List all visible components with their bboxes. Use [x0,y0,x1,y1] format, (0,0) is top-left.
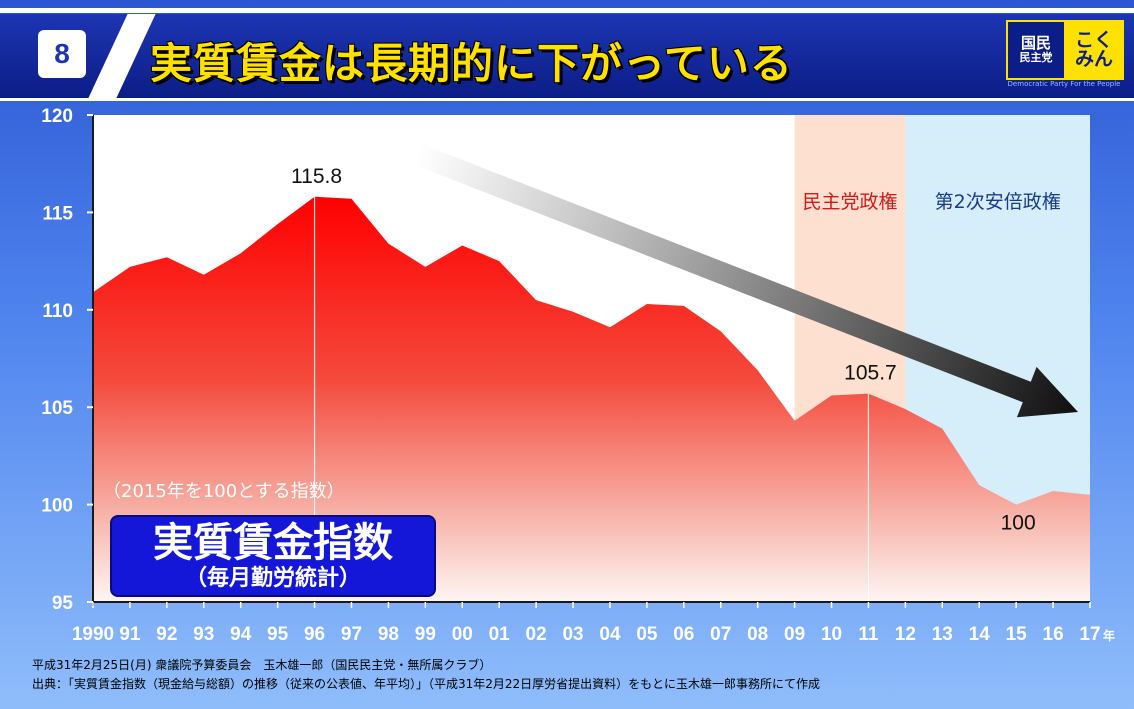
x-tick-label-17: 17 [1079,624,1100,645]
x-tick-label-03: 03 [562,624,583,645]
wage-index-area [93,196,1090,603]
x-tick-label-98: 98 [378,624,399,645]
data-point-01 [498,260,501,263]
footer-line-1: 平成31年2月25日(月) 衆議院予算委員会 玉木雄一郎（国民民主党・無所属クラ… [32,658,492,672]
annotation-label-1: 105.7 [844,362,897,385]
logo-right-line1: こく [1074,29,1113,51]
y-tick-label-115: 115 [42,203,73,224]
y-tick-label-100: 100 [41,496,73,517]
x-tick-label-97: 97 [341,624,362,645]
data-point-17 [1089,493,1092,496]
y-tick-label-105: 105 [41,398,73,419]
x-tick-label-07: 07 [710,624,731,645]
data-point-10 [830,394,833,397]
x-tick-label-93: 93 [193,624,214,645]
data-point-15 [1015,503,1018,506]
title-top-stripe [0,8,1134,13]
data-point-05 [645,302,648,305]
data-point-95 [276,223,279,226]
logo-tagline: Democratic Party For the People [1007,80,1121,88]
y-tick-label-120: 120 [41,106,73,127]
x-tick-label-13: 13 [932,624,953,645]
x-tick-label-04: 04 [599,624,621,645]
y-tick-label-95: 95 [52,593,74,614]
data-point-04 [608,326,611,329]
title-bottom-stripe [0,98,1134,101]
logo-left-line2: 民主党 [1019,51,1053,65]
period-label-0: 民主党政権 [802,191,897,213]
annotation-label-2: 100 [1001,512,1036,535]
x-tick-label-06: 06 [673,624,694,645]
data-point-14 [978,484,981,487]
logo-left-line1: 国民 [1020,34,1051,53]
x-tick-label-08: 08 [747,624,768,645]
x-tick-label-94: 94 [230,624,252,645]
footer-line-2: 出典：「実質賃金指数（現金給与総額）の推移（従来の公表値、年平均）」（平成31年… [32,677,820,691]
index-title-box: 実質賃金指数 （毎月勤労統計） [110,515,436,597]
data-point-06 [682,304,685,307]
data-point-16 [1052,489,1055,492]
data-point-98 [387,242,390,245]
x-tick-label-09: 09 [784,624,805,645]
data-point-94 [239,252,242,255]
x-tick-label-02: 02 [526,624,547,645]
x-tick-label-10: 10 [821,624,842,645]
x-tick-label-15: 15 [1006,624,1028,645]
index-box-subtitle: （毎月勤労統計） [184,566,361,591]
data-point-12 [904,408,907,411]
x-tick-label-92: 92 [156,624,177,645]
data-point-99 [424,265,427,268]
x-tick-label-96: 96 [304,624,325,645]
index-box-title: 実質賃金指数 [153,520,393,566]
period-label-1: 第2次安倍政権 [935,191,1061,213]
data-point-91 [128,265,131,268]
x-tick-label-99: 99 [415,624,436,645]
data-point-03 [572,310,575,313]
y-tick-label-110: 110 [42,301,73,322]
x-tick-label-05: 05 [636,624,658,645]
data-point-07 [719,330,722,333]
downward-trend-arrow [397,137,1078,418]
party-logo: 国民 民主党 こく みん Democratic Party For the Pe… [1006,20,1124,90]
slide-title: 実質賃金は長期的に下がっている [150,39,793,88]
x-tick-label-11: 11 [858,624,879,645]
index-base-note: （2015年を100とする指数） [103,481,345,502]
data-point-13 [941,427,944,430]
title-band [0,14,1134,98]
slide-number: 8 [38,30,86,78]
data-point-08 [756,369,759,372]
data-point-09 [793,419,796,422]
x-tick-label-01: 01 [489,624,511,645]
x-tick-label-1990: 1990 [72,624,114,645]
data-point-97 [350,197,353,200]
x-tick-label-95: 95 [267,624,289,645]
x-tick-label-91: 91 [119,624,141,645]
x-tick-label-16: 16 [1043,624,1064,645]
data-point-92 [165,256,168,259]
x-tick-label-12: 12 [895,624,916,645]
logo-right-line2: みん [1074,48,1113,70]
x-tick-label-00: 00 [452,624,473,645]
x-axis-unit: 年 [1103,628,1115,643]
data-point-02 [535,299,538,302]
x-tick-label-14: 14 [969,624,991,645]
logo-left-block: 国民 民主党 [1006,20,1066,80]
logo-right-block: こく みん [1064,20,1124,80]
data-point-00 [461,244,464,247]
annotation-label-0: 115.8 [291,165,342,188]
data-point-93 [202,273,205,276]
